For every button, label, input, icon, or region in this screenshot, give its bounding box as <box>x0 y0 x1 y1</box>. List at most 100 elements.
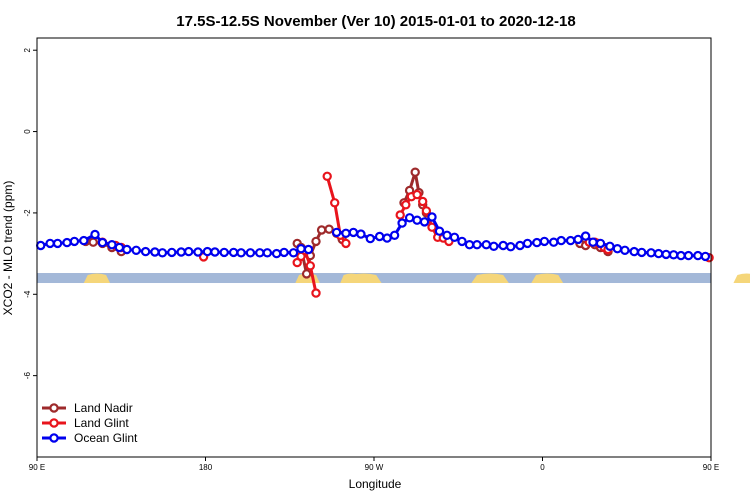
land-region <box>345 273 382 284</box>
data-point <box>365 233 375 244</box>
land-ocean-mask <box>37 273 750 284</box>
data-point <box>449 232 460 242</box>
data-point <box>301 269 312 279</box>
x-axis: 90 E 180 90 W 0 90 E <box>29 457 719 472</box>
data-point <box>79 235 89 246</box>
x-axis-label: Longitude <box>349 477 402 491</box>
data-point <box>506 241 516 252</box>
data-point <box>45 238 55 249</box>
data-point <box>588 237 598 247</box>
data-point <box>262 248 272 258</box>
data-point <box>612 243 623 254</box>
data-point <box>457 236 467 247</box>
data-point <box>434 226 445 236</box>
legend-marker <box>49 418 59 428</box>
data-point <box>348 227 359 238</box>
legend-item: Ocean Glint <box>42 431 138 445</box>
data-point <box>481 239 491 250</box>
land-region <box>531 273 564 284</box>
data-point <box>167 247 177 258</box>
data-point <box>219 247 229 258</box>
y-tick-label: -6 <box>23 372 32 380</box>
data-point <box>421 206 432 216</box>
data-point <box>140 246 151 257</box>
data-point <box>202 246 213 257</box>
data-point <box>150 247 160 257</box>
data-point <box>401 200 411 210</box>
data-point <box>107 239 117 250</box>
legend-item: Land Glint <box>42 416 129 430</box>
data-point <box>532 237 542 248</box>
data-point <box>331 227 342 238</box>
data-point <box>427 212 437 222</box>
series-land-nadir <box>80 167 613 279</box>
data-point <box>661 249 671 260</box>
data-point <box>646 248 656 258</box>
x-tick-label: 90 W <box>365 463 384 472</box>
data-point <box>245 248 256 258</box>
data-point <box>97 237 108 248</box>
data-point <box>228 247 239 258</box>
data-point <box>397 218 407 228</box>
y-tick-label: 2 <box>23 47 32 52</box>
x-tick-label: 90 E <box>703 463 719 472</box>
data-point <box>305 261 315 271</box>
data-point <box>296 243 306 254</box>
x-tick-label: 90 E <box>29 463 45 472</box>
series-line <box>325 175 348 245</box>
series-ocean-glint <box>36 212 711 262</box>
data-point <box>374 231 385 242</box>
data-point <box>498 240 508 251</box>
data-point <box>131 245 141 255</box>
data-point <box>210 247 220 257</box>
data-point <box>515 240 525 251</box>
data-point <box>676 250 686 261</box>
data-point <box>52 238 63 249</box>
data-point <box>668 250 679 260</box>
data-point <box>573 234 583 245</box>
legend-marker <box>49 403 59 413</box>
data-point <box>549 237 559 247</box>
land-region <box>733 273 750 284</box>
data-point <box>605 241 615 251</box>
data-point <box>157 248 168 258</box>
data-point <box>324 224 334 234</box>
data-point <box>683 250 694 261</box>
data-point <box>279 247 289 258</box>
data-point <box>522 238 533 249</box>
data-point <box>472 239 482 250</box>
legend-marker <box>49 433 59 443</box>
legend-label: Land Glint <box>74 416 129 430</box>
data-point <box>620 245 630 255</box>
data-point <box>176 247 186 257</box>
data-point <box>565 235 576 246</box>
data-point <box>311 288 321 298</box>
data-point <box>122 244 132 255</box>
data-point <box>183 246 194 257</box>
data-point <box>700 251 711 262</box>
y-tick-label: 0 <box>23 129 32 134</box>
data-point <box>556 235 566 246</box>
data-point <box>412 189 422 200</box>
data-point <box>341 228 351 238</box>
data-point <box>356 229 366 239</box>
data-point <box>382 233 392 243</box>
data-point <box>90 229 100 240</box>
data-point <box>595 238 606 249</box>
legend-label: Ocean Glint <box>74 431 138 445</box>
data-point <box>629 246 639 257</box>
data-point <box>193 247 203 257</box>
data-point <box>693 250 703 261</box>
land-region <box>83 273 111 284</box>
data-point <box>88 237 98 247</box>
data-point <box>389 230 400 240</box>
data-point <box>62 237 72 248</box>
data-point <box>316 225 327 235</box>
data-point <box>637 247 647 258</box>
y-tick-label: -4 <box>23 290 32 298</box>
data-point <box>442 230 452 240</box>
data-point <box>341 238 351 249</box>
series-layer <box>36 167 714 298</box>
